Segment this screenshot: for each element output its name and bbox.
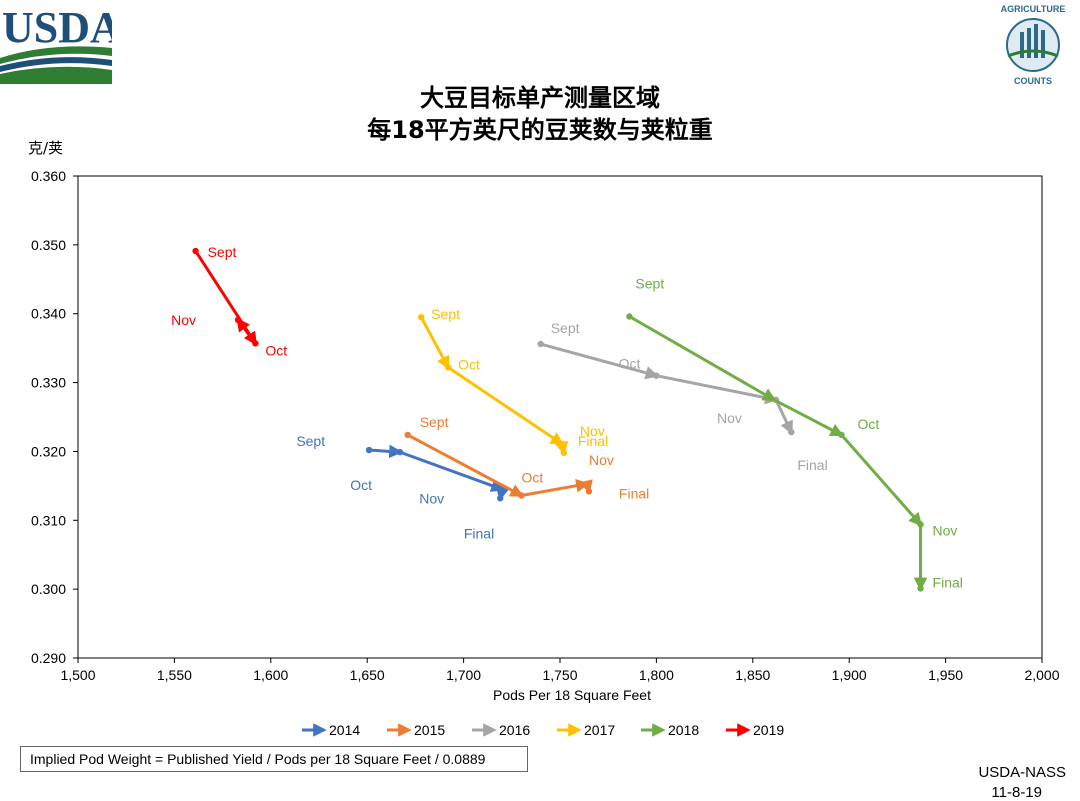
series-2019-point: [192, 247, 199, 255]
series-2015-data-label: Sept: [420, 414, 449, 430]
series-2018-segment: [628, 315, 777, 402]
x-axis-label: Pods Per 18 Square Feet: [493, 687, 651, 703]
legend-label-2016: 2016: [499, 722, 530, 738]
series-2014-segment: [399, 450, 505, 492]
series-2019-point: [252, 340, 259, 347]
series-2015-data-label: Nov: [589, 452, 614, 468]
series-2019-data-label: Nov: [171, 312, 196, 328]
series-2017-point: [560, 449, 568, 457]
series-2015-point: [518, 492, 525, 499]
svg-text:COUNTS: COUNTS: [1014, 76, 1052, 86]
legend-label-2014: 2014: [329, 722, 360, 738]
series-2019-segment: [236, 317, 257, 345]
series-2016-data-label: Nov: [717, 410, 742, 426]
series-2015-data-label: Final: [619, 485, 649, 501]
y-tick-label: 0.330: [31, 375, 66, 391]
series-2014-data-label: Final: [464, 525, 494, 541]
x-tick-label: 1,500: [60, 667, 95, 683]
series-2014-point: [497, 495, 504, 502]
series-2015-data-label: Oct: [521, 469, 543, 485]
agriculture-counts-logo: AGRICULTURE COUNTS: [1001, 4, 1066, 86]
series-2015-point: [585, 488, 593, 495]
series-2014-data-label: Oct: [350, 477, 372, 493]
series-2017-point: [417, 313, 425, 321]
series-2014-data-label: Nov: [419, 490, 444, 506]
x-tick-label: 1,950: [928, 667, 963, 683]
series-2018-data-label: Final: [933, 574, 963, 590]
series-2016-segment: [540, 342, 660, 380]
x-tick-label: 1,600: [253, 667, 288, 683]
y-tick-label: 0.320: [31, 443, 66, 459]
series-2018-segment: [840, 433, 923, 527]
y-tick-label: 0.350: [31, 237, 66, 253]
series-2016-data-label: Final: [797, 457, 827, 473]
series-2018-point: [917, 585, 924, 592]
x-tick-label: 1,650: [350, 667, 385, 683]
series-2017-point: [558, 440, 566, 448]
series-2019-data-label: Sept: [208, 244, 237, 260]
series-2018-point: [838, 431, 845, 439]
x-tick-label: 1,800: [639, 667, 674, 683]
series-2014-point: [396, 448, 404, 456]
y-tick-label: 0.310: [31, 512, 66, 528]
series-2018-data-label: Nov: [933, 522, 958, 538]
series-2019-point: [234, 316, 242, 324]
x-tick-label: 1,700: [446, 667, 481, 683]
footer-org: USDA-NASS: [978, 764, 1066, 781]
series-2015-point: [404, 431, 411, 439]
series-2017-segment: [447, 366, 565, 446]
series-2014-point: [365, 446, 373, 454]
y-tick-label: 0.340: [31, 306, 66, 322]
series-2018-data-label: Sept: [635, 275, 664, 291]
series-2019-data-label: Oct: [265, 342, 287, 358]
series-2017-data-label: Sept: [431, 306, 460, 322]
series-2014-segment: [369, 444, 403, 459]
series-2015-segment: [406, 433, 524, 497]
series-2018-segment: [773, 398, 844, 437]
legend-label-2018: 2018: [668, 722, 699, 738]
series-2016-point: [537, 340, 544, 348]
x-tick-label: 1,850: [735, 667, 770, 683]
legend-label-2015: 2015: [414, 722, 445, 738]
y-tick-label: 0.300: [31, 581, 66, 597]
svg-text:AGRICULTURE: AGRICULTURE: [1001, 4, 1066, 14]
series-2016-segment: [774, 399, 793, 435]
series-2014-data-label: Sept: [296, 433, 325, 449]
series-2017-data-label: Oct: [458, 356, 480, 372]
series-2016-segment: [656, 374, 779, 405]
legend-label-2017: 2017: [584, 722, 615, 738]
y-axis-label: 克/荚: [28, 139, 63, 157]
footer-date: 11-8-19: [991, 784, 1042, 801]
chart-title-line-2: 每18平方英尺的豆荚数与荚粒重: [367, 116, 713, 144]
series-2015-point: [583, 480, 591, 487]
y-tick-label: 0.360: [31, 168, 66, 184]
series-2016-point: [653, 372, 660, 379]
legend-label-2019: 2019: [753, 722, 784, 738]
svg-text:USDA: USDA: [2, 3, 112, 52]
series-2017-segment: [419, 316, 450, 370]
usda-logo: USDA: [0, 3, 112, 84]
formula-box: Implied Pod Weight = Published Yield / P…: [20, 746, 528, 772]
x-tick-label: 1,900: [832, 667, 867, 683]
series-2018-data-label: Oct: [857, 416, 879, 432]
x-tick-label: 2,000: [1024, 667, 1059, 683]
series-2016-data-label: Oct: [619, 356, 641, 372]
series-2015-segment: [521, 479, 590, 497]
y-tick-label: 0.290: [31, 650, 66, 666]
series-2018-point: [626, 313, 633, 320]
series-2016-data-label: Sept: [551, 320, 580, 336]
series-2018-point: [917, 521, 924, 528]
series-2016-point: [788, 428, 795, 436]
series-2017-data-label: Final: [578, 433, 608, 449]
x-tick-label: 1,550: [157, 667, 192, 683]
series-2017-point: [444, 364, 452, 371]
x-tick-label: 1,750: [542, 667, 577, 683]
series-2017-data-label: Nov: [580, 423, 605, 439]
chart-title-line-1: 大豆目标单产测量区域: [420, 84, 660, 112]
